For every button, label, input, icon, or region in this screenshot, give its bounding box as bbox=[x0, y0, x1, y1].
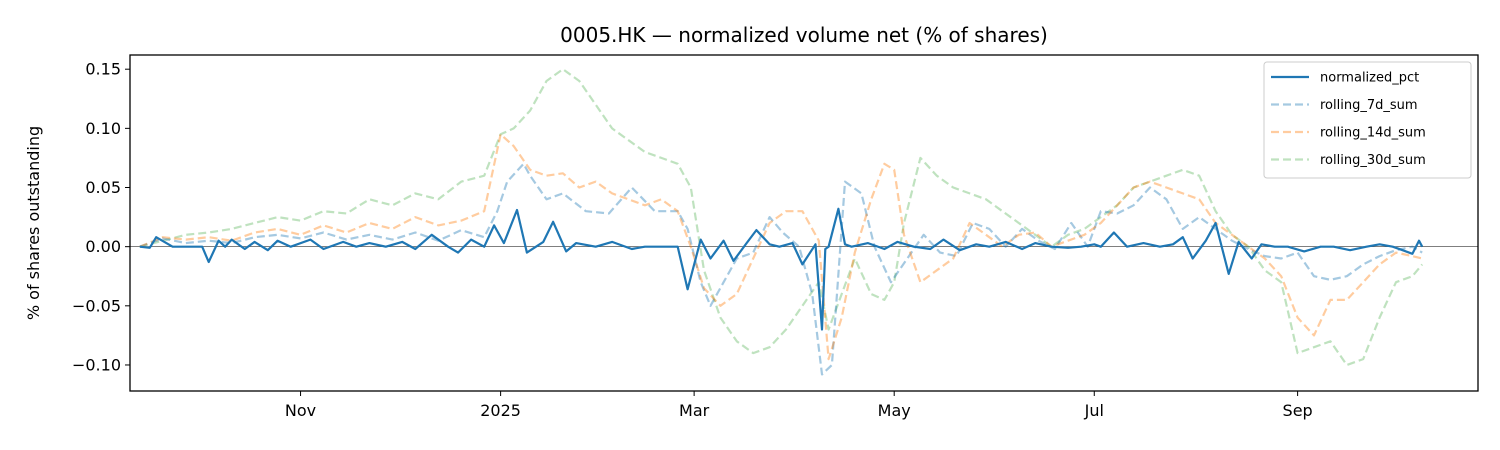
x-tick-label: 2025 bbox=[480, 401, 521, 420]
legend: normalized_pct rolling_7d_sum rolling_14d_… bbox=[1263, 61, 1472, 179]
legend-label-normalized-pct: normalized_pct bbox=[1320, 71, 1419, 86]
legend-label-rolling-30d-sum: rolling_30d_sum bbox=[1320, 153, 1426, 168]
y-axis-label: % of shares outstanding bbox=[24, 126, 43, 320]
series-line-rolling-14d-sum bbox=[139, 133, 1423, 361]
y-tick-label: 0.15 bbox=[85, 60, 121, 79]
ticks-layer: Nov 2025 Mar May Jul Sep 0.15 0.10 0.05 0.00 −0.05… bbox=[72, 60, 1313, 420]
series-line-normalized-pct bbox=[139, 207, 1424, 331]
y-tick-label: 0.10 bbox=[85, 119, 121, 138]
series-line-rolling-7d-sum bbox=[139, 162, 1423, 376]
chart-title: 0005.HK — normalized volume net (% of sh… bbox=[560, 23, 1048, 47]
x-tick-label: Nov bbox=[285, 401, 316, 420]
series-layer bbox=[130, 68, 1478, 376]
y-tick-label: −0.05 bbox=[72, 296, 121, 315]
plot-frame bbox=[129, 54, 1479, 392]
x-tick-label: Jul bbox=[1084, 401, 1104, 420]
x-tick-label: Sep bbox=[1283, 401, 1313, 420]
y-tick-label: −0.10 bbox=[72, 355, 121, 374]
legend-label-rolling-7d-sum: rolling_7d_sum bbox=[1320, 98, 1418, 113]
legend-label-rolling-14d-sum: rolling_14d_sum bbox=[1320, 126, 1426, 141]
x-tick-label: Mar bbox=[679, 401, 710, 420]
y-tick-label: 0.00 bbox=[85, 237, 121, 256]
x-tick-label: May bbox=[878, 401, 911, 420]
y-tick-label: 0.05 bbox=[85, 178, 121, 197]
legend-box bbox=[1263, 61, 1472, 179]
series-line-rolling-30d-sum bbox=[139, 68, 1424, 367]
